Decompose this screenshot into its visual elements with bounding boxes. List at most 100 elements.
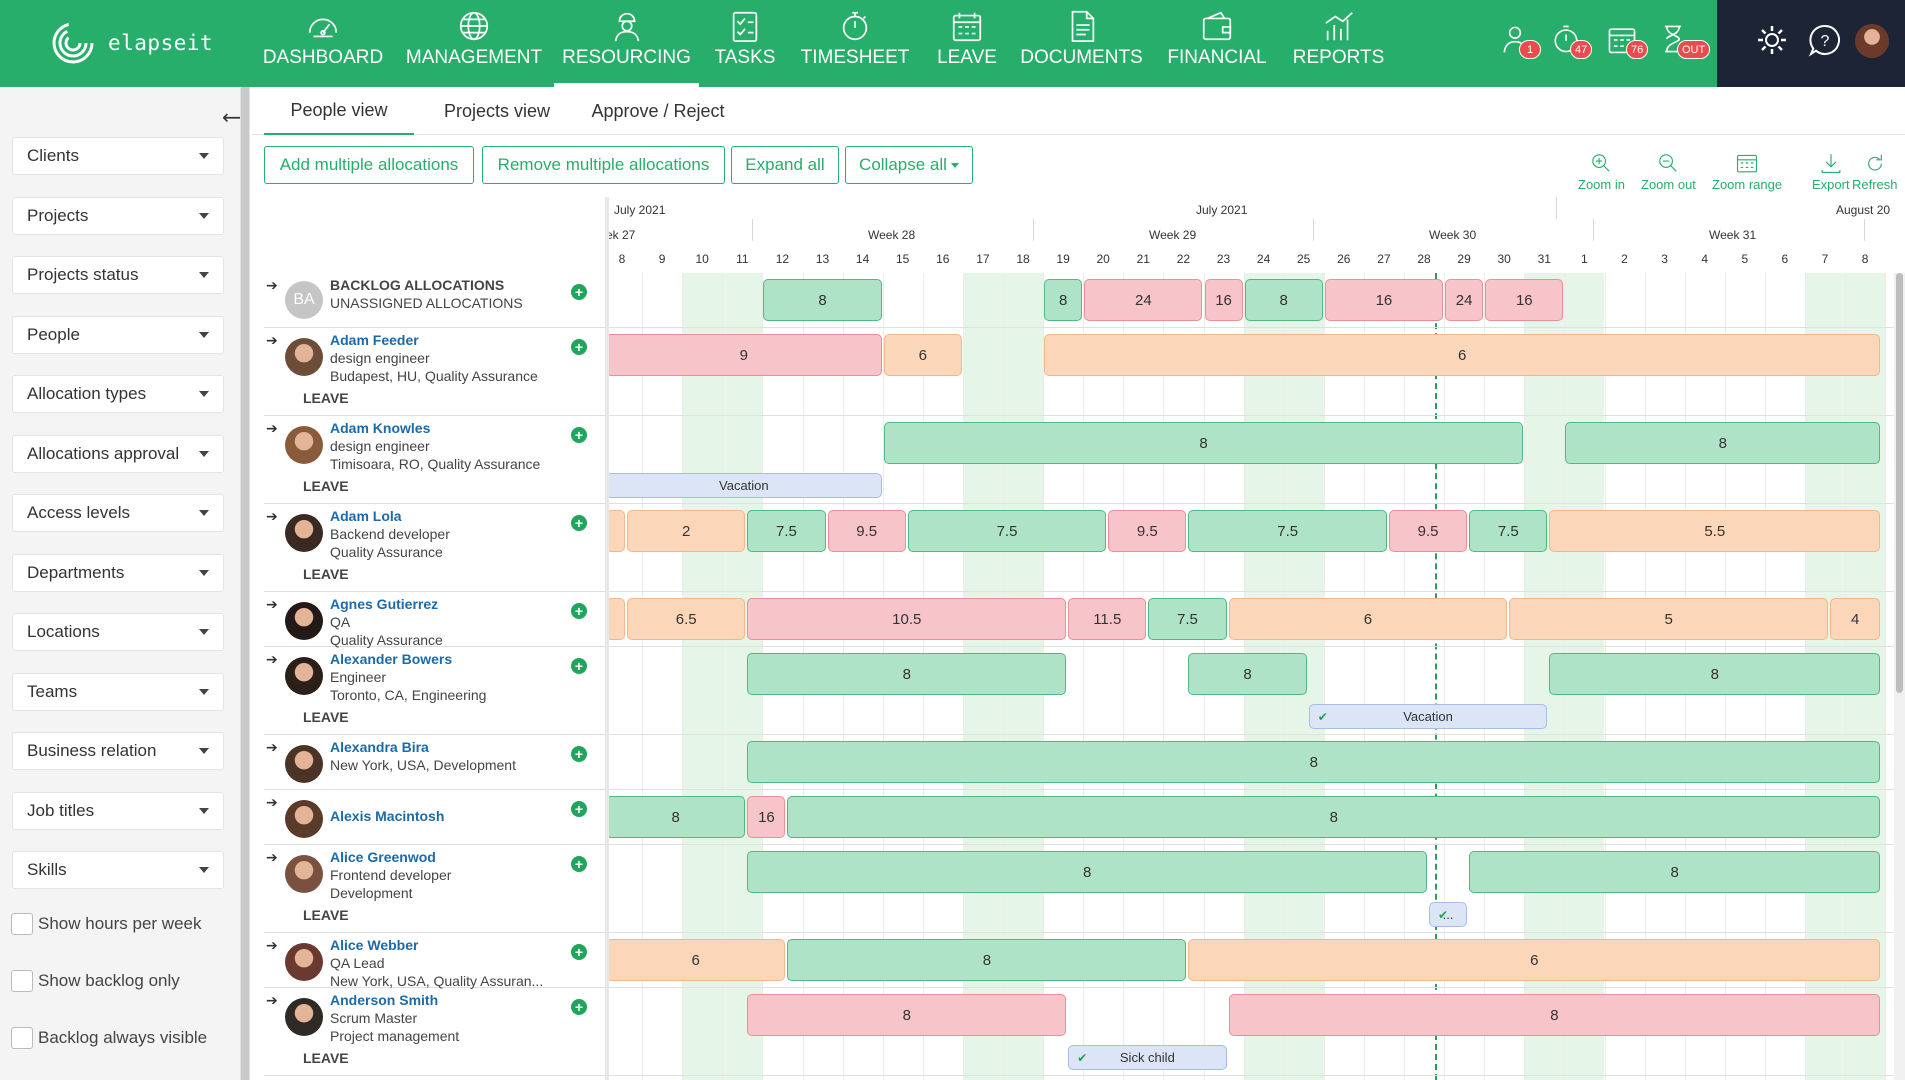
- expand-arrow-icon[interactable]: ➔: [266, 332, 278, 348]
- filter-job-titles[interactable]: Job titles: [12, 791, 224, 830]
- expand-arrow-icon[interactable]: ➔: [266, 992, 278, 1008]
- add-allocation-icon[interactable]: +: [571, 339, 587, 355]
- allocation-bar[interactable]: 7.5: [1188, 510, 1387, 552]
- person-name[interactable]: Alice Greenwod: [330, 849, 436, 865]
- allocation-bar[interactable]: 8: [1188, 653, 1307, 695]
- allocation-bar[interactable]: 8: [763, 279, 882, 321]
- allocation-bar[interactable]: 8: [1044, 279, 1083, 321]
- nav-tasks[interactable]: TASKS: [715, 0, 775, 87]
- allocation-bar[interactable]: 11.5: [1068, 598, 1147, 640]
- grid-scrollbar[interactable]: [1894, 273, 1905, 1080]
- allocation-bar[interactable]: [609, 598, 626, 640]
- add-allocation-icon[interactable]: +: [571, 944, 587, 960]
- person-row[interactable]: ➔ Alexander Bowers Engineer Toronto, CA, En…: [264, 647, 606, 735]
- leave-bar[interactable]: ✔ Sick child: [1068, 1045, 1227, 1070]
- allocation-bar[interactable]: 9.5: [1108, 510, 1187, 552]
- calendar-alert-notification[interactable]: 76: [1604, 22, 1649, 62]
- filter-projects-status[interactable]: Projects status: [12, 256, 224, 294]
- filter-skills[interactable]: Skills: [12, 851, 224, 889]
- filter-departments[interactable]: Departments: [12, 553, 224, 592]
- person-row[interactable]: ➔ Agnes Gutierrez QA Quality Assurance +: [264, 592, 606, 648]
- person-row[interactable]: ➔ Alexis Macintosh +: [264, 790, 606, 845]
- allocation-bar[interactable]: 2: [627, 510, 746, 552]
- allocation-bar[interactable]: 8: [747, 741, 1881, 783]
- allocation-bar[interactable]: 6: [1044, 334, 1881, 376]
- add-allocation-icon[interactable]: +: [571, 856, 587, 872]
- sidebar-scrollbar[interactable]: [240, 87, 250, 1080]
- filter-allocations-approval[interactable]: Allocations approval: [12, 434, 224, 473]
- user-avatar[interactable]: [1855, 24, 1889, 58]
- expand-arrow-icon[interactable]: ➔: [266, 277, 278, 293]
- allocation-bar[interactable]: 5.5: [1549, 510, 1881, 552]
- remove-multiple-allocations-button[interactable]: Remove multiple allocations: [482, 146, 725, 184]
- zoom-in-button[interactable]: Zoom in: [1578, 151, 1625, 192]
- zoom-out-button[interactable]: Zoom out: [1641, 151, 1696, 192]
- filter-teams[interactable]: Teams: [12, 672, 224, 711]
- person-name[interactable]: Alexis Macintosh: [330, 808, 445, 824]
- person-name[interactable]: Alexandra Bira: [330, 739, 429, 755]
- person-name[interactable]: Anderson Smith: [330, 992, 439, 1008]
- checkbox-box[interactable]: [11, 913, 33, 935]
- refresh-button[interactable]: Refresh: [1852, 151, 1898, 192]
- expand-arrow-icon[interactable]: ➔: [266, 508, 278, 524]
- nav-management[interactable]: MANAGEMENT: [406, 0, 542, 87]
- add-allocation-icon[interactable]: +: [571, 801, 587, 817]
- filter-people[interactable]: People: [12, 315, 224, 354]
- person-row[interactable]: ➔ Alice Greenwod Frontend developer Develop…: [264, 845, 606, 933]
- checkbox-show-hours-per-week[interactable]: Show hours per week: [11, 913, 201, 935]
- person-row[interactable]: ➔ Alexandra Bira New York, USA, Developmen…: [264, 735, 606, 790]
- timer-alert-notification[interactable]: 47: [1548, 22, 1593, 62]
- allocation-bar[interactable]: 8: [787, 939, 1187, 981]
- tab-approve-reject[interactable]: Approve / Reject: [591, 100, 725, 121]
- nav-dashboard[interactable]: DASHBOARD: [263, 0, 383, 87]
- allocation-bar[interactable]: 16: [1324, 279, 1444, 321]
- allocation-bar[interactable]: 8: [747, 994, 1067, 1036]
- filter-clients[interactable]: Clients: [12, 137, 224, 175]
- nav-documents[interactable]: DOCUMENTS: [1020, 0, 1143, 87]
- checkbox-box[interactable]: [11, 1027, 33, 1049]
- allocation-bar[interactable]: 6: [883, 334, 962, 376]
- help-icon[interactable]: ?: [1807, 22, 1843, 58]
- nav-timesheet[interactable]: TIMESHEET: [801, 0, 909, 87]
- allocation-bar[interactable]: 7.5: [1148, 598, 1227, 640]
- allocation-grid[interactable]: 8 8 24 16 8 16 24 16 9 6 6 8 8 Vacation 2 7.5 9.5 7.5 9.5 7…: [609, 273, 1894, 1080]
- allocation-bar[interactable]: 8: [1469, 851, 1881, 893]
- person-row[interactable]: ➔ Anderson Smith Scrum Master Project manag…: [264, 988, 606, 1076]
- person-alert-notification[interactable]: 1: [1497, 22, 1541, 62]
- export-button[interactable]: Export: [1812, 151, 1850, 192]
- expand-arrow-icon[interactable]: ➔: [266, 420, 278, 436]
- allocation-bar[interactable]: 5: [1509, 598, 1829, 640]
- expand-arrow-icon[interactable]: ➔: [266, 794, 278, 810]
- hourglass-alert-notification[interactable]: OUT: [1655, 22, 1711, 62]
- allocation-bar[interactable]: 16: [1204, 279, 1243, 321]
- allocation-bar[interactable]: 8: [787, 796, 1881, 838]
- person-name[interactable]: Alexander Bowers: [330, 651, 453, 667]
- filter-projects[interactable]: Projects: [12, 196, 224, 235]
- allocation-bar[interactable]: 6.5: [627, 598, 746, 640]
- expand-arrow-icon[interactable]: ➔: [266, 739, 278, 755]
- add-allocation-icon[interactable]: +: [571, 284, 587, 300]
- add-allocation-icon[interactable]: +: [571, 427, 587, 443]
- allocation-bar[interactable]: 9.5: [827, 510, 906, 552]
- allocation-bar[interactable]: 24: [1084, 279, 1203, 321]
- allocation-bar[interactable]: 7.5: [747, 510, 826, 552]
- add-allocation-icon[interactable]: +: [571, 515, 587, 531]
- allocation-bar[interactable]: 8: [609, 796, 746, 838]
- person-row[interactable]: ➔ Adam Feeder design engineer Budapest, HU,…: [264, 328, 606, 416]
- nav-reports[interactable]: REPORTS: [1293, 0, 1384, 87]
- allocation-bar[interactable]: 8: [1565, 422, 1881, 464]
- allocation-bar[interactable]: 7.5: [1469, 510, 1548, 552]
- person-row[interactable]: ➔ Adam Knowles design engineer Timisoara, R…: [264, 416, 606, 504]
- leave-bar[interactable]: ✔ Vacation: [1308, 704, 1548, 729]
- allocation-bar[interactable]: 8: [1228, 994, 1881, 1036]
- checkbox-show-backlog-only[interactable]: Show backlog only: [11, 970, 180, 992]
- expand-arrow-icon[interactable]: ➔: [266, 651, 278, 667]
- collapse-all-button[interactable]: Collapse all: [845, 146, 973, 184]
- filter-access-levels[interactable]: Access levels: [12, 494, 224, 532]
- allocation-bar[interactable]: 9.5: [1388, 510, 1468, 552]
- allocation-bar[interactable]: 10.5: [747, 598, 1067, 640]
- leave-bar[interactable]: Vacation: [609, 473, 882, 498]
- person-name[interactable]: Adam Feeder: [330, 332, 419, 348]
- allocation-bar[interactable]: 16: [747, 796, 786, 838]
- allocation-bar[interactable]: 8: [747, 851, 1428, 893]
